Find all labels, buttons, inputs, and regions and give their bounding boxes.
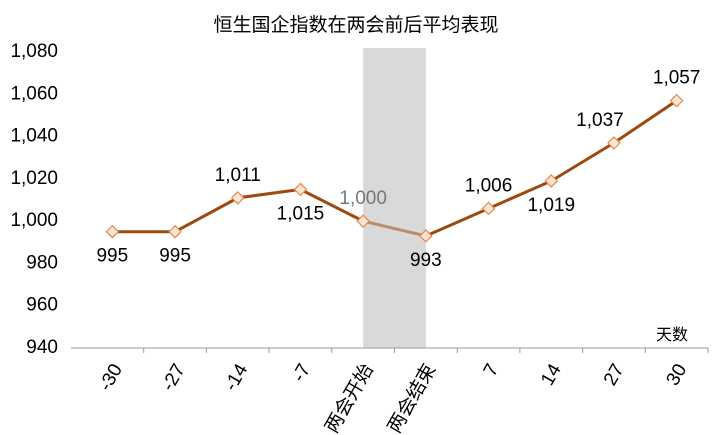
x-tick-label: 14 xyxy=(537,360,566,389)
data-label: 993 xyxy=(410,250,442,271)
x-tick-label: -7 xyxy=(288,361,315,386)
y-tick-label: 960 xyxy=(26,295,58,316)
data-label: 1,057 xyxy=(653,68,701,89)
x-tick-label: 7 xyxy=(480,361,503,381)
highlight-band xyxy=(363,48,426,348)
data-label: 1,019 xyxy=(527,195,575,216)
y-tick-label: 1,040 xyxy=(10,126,58,147)
marker xyxy=(607,136,621,150)
y-tick-label: 1,060 xyxy=(10,83,58,104)
marker xyxy=(669,93,684,108)
data-label: 995 xyxy=(159,246,191,267)
data-label: 1,006 xyxy=(465,175,513,196)
x-tick-label: 两会结束 xyxy=(383,360,440,435)
x-tick-label: -27 xyxy=(158,361,190,395)
data-label: 1,037 xyxy=(576,110,624,131)
marker xyxy=(544,174,559,188)
marker xyxy=(230,191,245,205)
x-tick-label: 27 xyxy=(600,361,629,390)
data-label: 1,015 xyxy=(277,203,325,224)
marker xyxy=(168,224,182,239)
y-tick-label: 1,020 xyxy=(10,168,58,189)
data-label: 1,011 xyxy=(215,165,261,186)
x-tick-label: 30 xyxy=(663,361,692,390)
marker xyxy=(419,229,433,243)
data-label: 1,000 xyxy=(339,188,387,209)
x-tick-label: -30 xyxy=(95,361,127,395)
marker xyxy=(105,224,120,239)
y-tick-label: 1,080 xyxy=(10,41,58,62)
line-segment xyxy=(362,219,427,238)
x-axis-label: 天数 xyxy=(656,326,688,344)
marker xyxy=(293,182,308,197)
marker xyxy=(356,214,370,228)
y-tick-label: 1,000 xyxy=(10,210,58,231)
chart-title: 恒生国企指数在两会前后平均表现 xyxy=(213,14,498,36)
marker xyxy=(481,201,496,216)
y-tick-label: 980 xyxy=(26,252,58,273)
x-tick-label: -14 xyxy=(221,360,253,395)
data-label: 995 xyxy=(96,246,128,267)
x-tick-label: 两会开始 xyxy=(321,360,378,435)
y-tick-label: 940 xyxy=(26,337,58,358)
